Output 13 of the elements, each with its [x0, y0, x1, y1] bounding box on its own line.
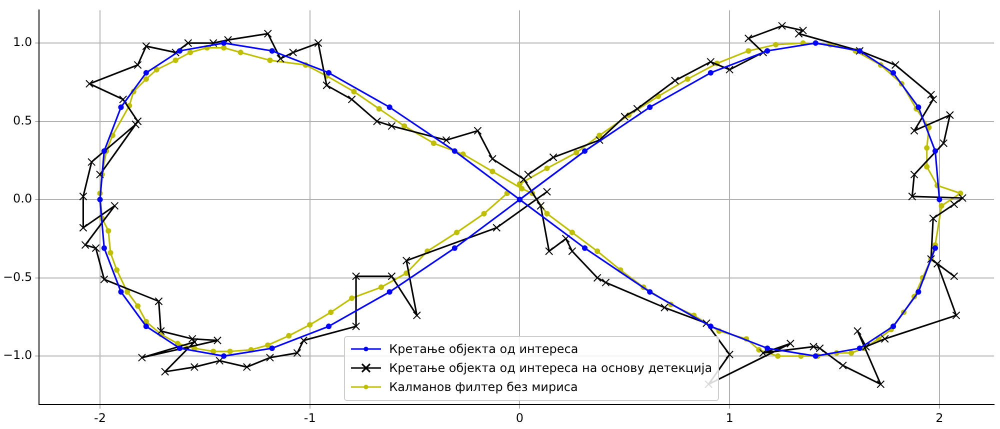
x-tick-label: -1	[304, 410, 316, 425]
y-tick-label: 1.0	[13, 35, 32, 50]
y-tick-label: 0.0	[13, 192, 32, 206]
x-tick-label: 0	[516, 410, 524, 425]
legend-label: Калманов филтер без мириса	[389, 380, 578, 394]
y-tick-label: −1.0	[3, 348, 32, 362]
y-tick-label: 0.5	[13, 113, 32, 128]
x-tick-label: -2	[94, 410, 106, 425]
legend-label: Кретање објекта од интереса	[389, 342, 578, 356]
x-tick-label: 1	[726, 410, 734, 425]
legend-label: Кретање објекта од интереса на основу детекција	[389, 361, 712, 376]
x-tick-label: 2	[936, 410, 944, 425]
y-tick-label: −0.5	[3, 270, 32, 284]
